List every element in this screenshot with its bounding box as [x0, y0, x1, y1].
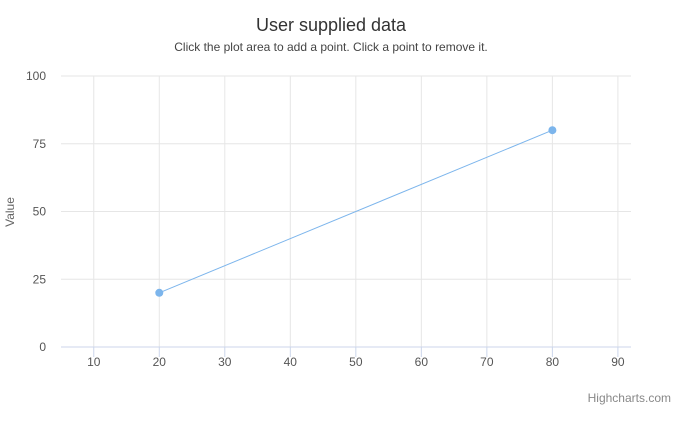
x-tick-label: 40	[284, 355, 298, 369]
chart-subtitle: Click the plot area to add a point. Clic…	[174, 40, 488, 54]
y-tick-label: 50	[33, 205, 47, 219]
y-axis-title: Value	[3, 197, 17, 227]
x-tick-label: 20	[153, 355, 167, 369]
y-tick-label: 25	[33, 272, 47, 286]
credits-link[interactable]: Highcharts.com	[588, 391, 671, 405]
y-tick-label: 100	[26, 69, 46, 83]
y-tick-label: 0	[39, 340, 46, 354]
axes: 10 20 30 40 50 60 70 80 90 0 25 50 75 100	[26, 69, 631, 369]
data-point[interactable]	[548, 126, 557, 135]
x-tick-label: 50	[349, 355, 363, 369]
series-line	[159, 129, 553, 294]
series-layer	[155, 126, 557, 297]
data-point[interactable]	[155, 288, 164, 297]
x-tick-label: 80	[546, 355, 560, 369]
x-tick-label: 90	[611, 355, 625, 369]
x-tick-label: 30	[218, 355, 232, 369]
chart-title: User supplied data	[256, 15, 407, 35]
x-tick-label: 60	[415, 355, 429, 369]
x-tick-label: 70	[480, 355, 494, 369]
x-tick-label: 10	[87, 355, 101, 369]
y-tick-label: 75	[33, 137, 47, 151]
